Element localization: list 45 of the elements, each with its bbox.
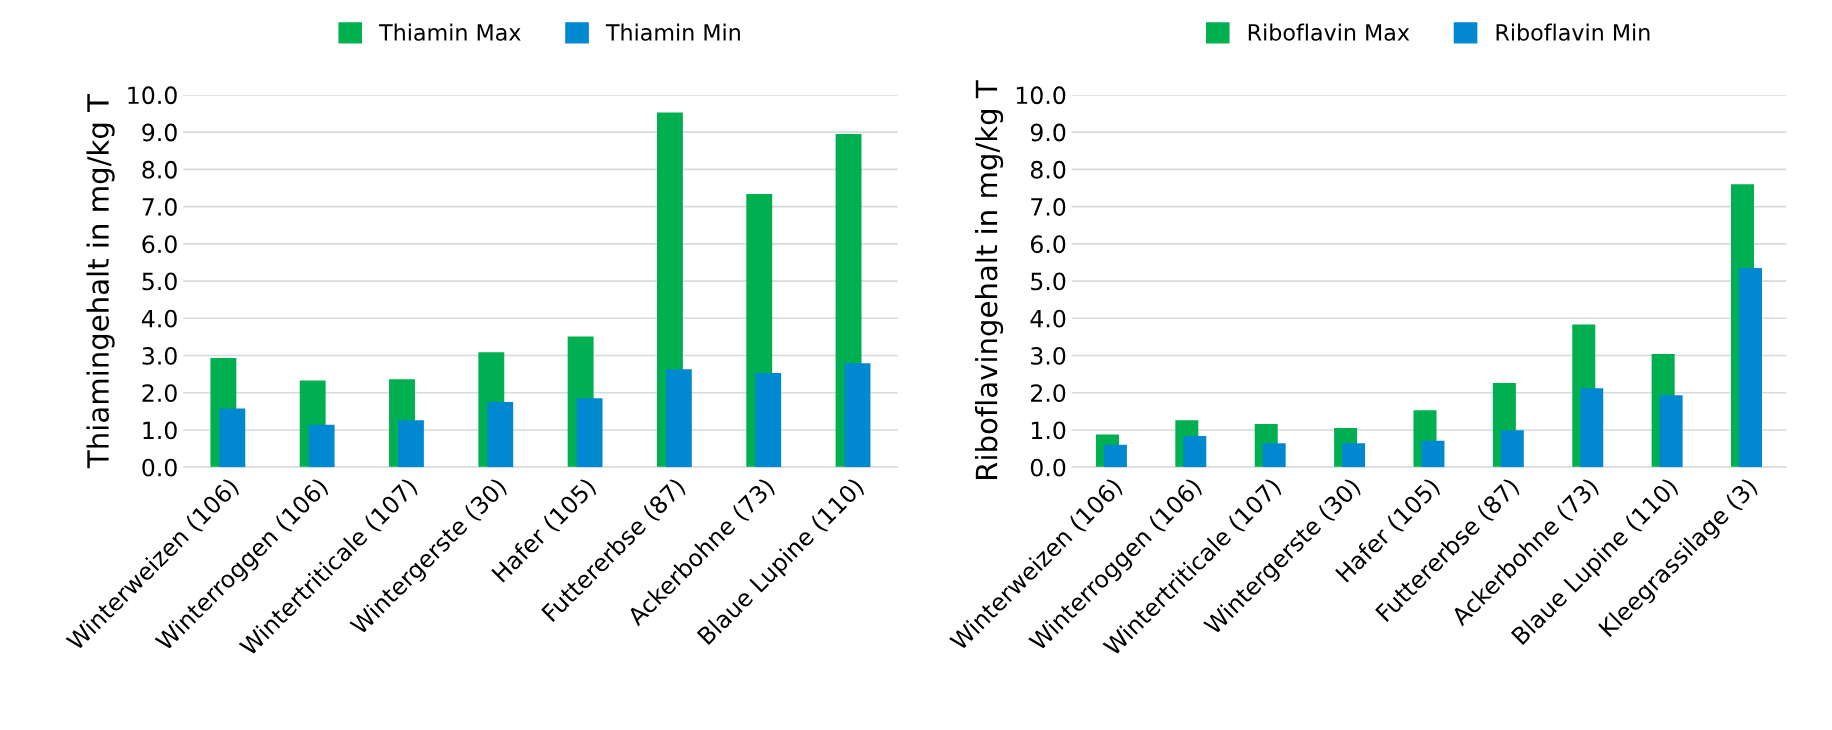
y-tick-label: 7.0 <box>142 198 177 216</box>
y-tick-label: 1.0 <box>143 421 177 440</box>
bar <box>1103 444 1127 468</box>
bar <box>487 402 514 468</box>
y-tick-label: 6.0 <box>1030 235 1066 254</box>
y-axis-title: Riboflavingehalt in mg/kg T <box>974 80 1004 479</box>
legend-label: Thiamin Min <box>605 23 740 41</box>
bar <box>1183 435 1207 468</box>
y-tick-label: 2.0 <box>142 384 177 403</box>
y-tick-label: 6.0 <box>142 235 177 254</box>
bar <box>219 408 246 468</box>
legend-label: Riboflavin Max <box>1248 23 1410 41</box>
y-tick-label: 9.0 <box>1030 123 1066 142</box>
y-tick-label: 0.0 <box>142 458 177 477</box>
bar <box>576 398 603 468</box>
bar <box>1500 430 1524 468</box>
y-tick-label: 4.0 <box>1030 309 1066 328</box>
y-tick-label: 2.0 <box>1031 384 1066 403</box>
y-tick-label: 1.0 <box>1031 421 1066 440</box>
bar <box>1738 268 1762 468</box>
y-tick-label: 3.0 <box>142 346 177 365</box>
y-tick-label: 10.0 <box>1016 86 1066 105</box>
y-tick-label: 8.0 <box>1030 160 1066 179</box>
bar <box>1580 388 1604 468</box>
y-tick-label: 4.0 <box>141 309 177 328</box>
bar <box>1342 443 1366 468</box>
y-tick-label: 10.0 <box>128 86 177 105</box>
bar <box>1262 443 1286 468</box>
y-axis-title: Thiamingehalt in mg/kg T <box>86 93 115 469</box>
bar <box>397 420 424 468</box>
y-tick-label: 8.0 <box>142 160 177 179</box>
bar <box>1421 440 1445 468</box>
bar <box>755 373 782 468</box>
y-tick-label: 5.0 <box>142 272 177 291</box>
y-tick-label: 5.0 <box>1031 272 1066 291</box>
y-tick-label: 0.0 <box>1030 458 1066 477</box>
bar <box>1659 395 1683 468</box>
bar <box>308 424 335 468</box>
bar <box>665 369 692 468</box>
legend-label: Riboflavin Min <box>1496 23 1650 41</box>
legend-label: Thiamin Max <box>379 23 521 41</box>
y-tick-label: 9.0 <box>142 123 177 142</box>
y-tick-label: 3.0 <box>1031 346 1066 365</box>
bar <box>844 363 871 468</box>
y-tick-label: 7.0 <box>1031 198 1066 216</box>
